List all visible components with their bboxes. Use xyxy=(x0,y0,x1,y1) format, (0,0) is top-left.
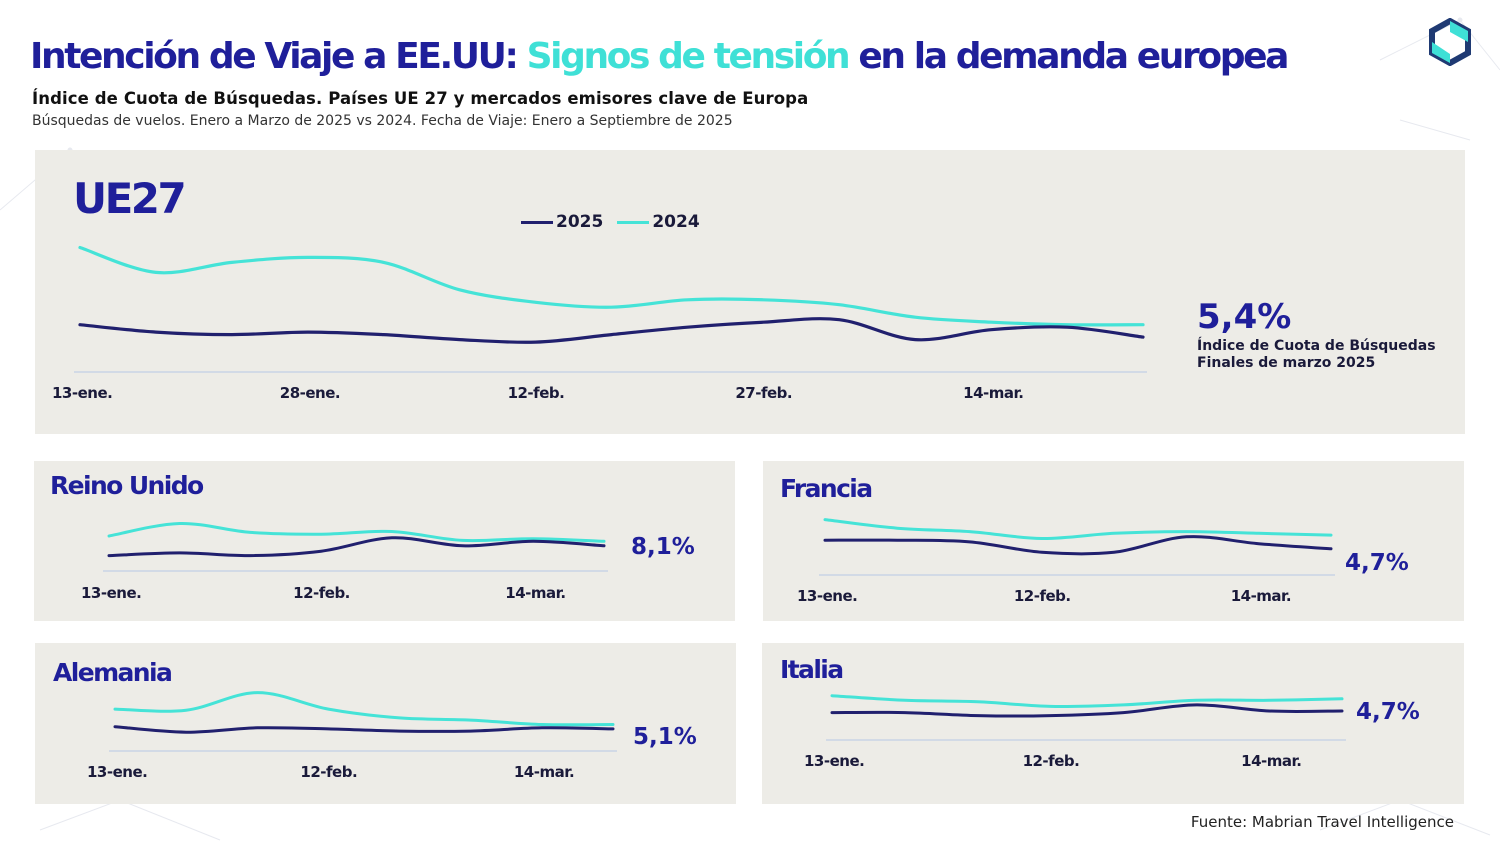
panel-alemania: 13-ene. 12-feb. 14-mar. Alemania 5,1% xyxy=(35,643,736,804)
value-ue27: 5,4% xyxy=(1197,297,1292,337)
title-highlight: Signos de tensión xyxy=(526,36,851,77)
x-tick-label: 12-feb. xyxy=(1014,587,1071,605)
value-note-ue27: Índice de Cuota de Búsquedas Finales de … xyxy=(1197,338,1436,372)
x-tick-label: 14-mar. xyxy=(514,763,574,781)
x-tick-label: 12-feb. xyxy=(508,384,565,402)
series-line-2024 xyxy=(113,691,615,727)
chart-it: 13-ene. 12-feb. 14-mar. xyxy=(804,694,1346,770)
x-tick-label: 14-mar. xyxy=(1231,587,1291,605)
x-tick-label: 13-ene. xyxy=(804,752,864,770)
x-tick-label: 12-feb. xyxy=(1023,752,1080,770)
x-tick-label: 12-feb. xyxy=(300,763,357,781)
series-line-2025 xyxy=(107,536,606,558)
value-note-line2: Finales de marzo 2025 xyxy=(1197,355,1376,371)
value-note-line1: Índice de Cuota de Búsquedas xyxy=(1197,338,1436,354)
page-title: Intención de Viaje a EE.UU: Signos de te… xyxy=(30,32,1289,82)
x-tick-label: 13-ene. xyxy=(87,763,147,781)
x-tick-label: 14-mar. xyxy=(1241,752,1301,770)
value-alemania: 5,1% xyxy=(633,724,697,750)
series-line-2024 xyxy=(830,694,1344,709)
series-line-2024 xyxy=(107,521,606,543)
legend-label-2025: 2025 xyxy=(556,212,604,232)
hexagon-logo-icon xyxy=(1429,18,1471,66)
legend-item-2024: 2024 xyxy=(617,212,700,232)
title-part2: en la demanda europea xyxy=(848,36,1289,77)
panel-title-ue27: UE27 xyxy=(73,174,187,223)
value-italia: 4,7% xyxy=(1356,699,1420,725)
panel-reino-unido: 13-ene. 12-feb. 14-mar. Reino Unido 8,1% xyxy=(34,461,735,621)
legend-swatch-2025 xyxy=(521,220,553,224)
series-line-2024 xyxy=(78,245,1145,327)
x-tick-label: 13-ene. xyxy=(797,587,857,605)
panel-title-reino-unido: Reino Unido xyxy=(50,471,204,500)
panel-ue27: 13-ene. 28-ene. 12-feb. 27-feb. 14-mar. UE27… xyxy=(35,150,1465,434)
title-part1: Intención de Viaje a EE.UU: xyxy=(30,36,527,77)
x-tick-label: 28-ene. xyxy=(280,384,340,402)
chart-uk: 13-ene. 12-feb. 14-mar. xyxy=(81,521,608,602)
chart-ue27: 13-ene. 28-ene. 12-feb. 27-feb. 14-mar. xyxy=(52,245,1147,402)
chart-description: Búsquedas de vuelos. Enero a Marzo de 20… xyxy=(32,113,733,129)
series-line-2025 xyxy=(113,725,615,734)
chart-legend: 2025 2024 xyxy=(521,212,714,232)
value-francia: 4,7% xyxy=(1345,550,1409,576)
source-note: Fuente: Mabrian Travel Intelligence xyxy=(1190,813,1454,831)
chart-fr: 13-ene. 12-feb. 14-mar. xyxy=(797,518,1335,605)
legend-label-2024: 2024 xyxy=(652,212,700,232)
panel-title-italia: Italia xyxy=(780,655,844,684)
panel-francia: 13-ene. 12-feb. 14-mar. Francia 4,7% xyxy=(763,461,1464,621)
value-reino-unido: 8,1% xyxy=(631,534,695,560)
chart-de: 13-ene. 12-feb. 14-mar. xyxy=(87,691,617,781)
x-tick-label: 12-feb. xyxy=(293,584,350,602)
x-tick-label: 14-mar. xyxy=(505,584,565,602)
chart-subtitle: Índice de Cuota de Búsquedas. Países UE … xyxy=(32,89,809,108)
x-tick-label: 13-ene. xyxy=(81,584,141,602)
legend-item-2025: 2025 xyxy=(521,212,603,232)
series-line-2025 xyxy=(830,703,1344,718)
x-tick-label: 14-mar. xyxy=(963,384,1023,402)
x-tick-label: 27-feb. xyxy=(735,384,792,402)
panel-title-francia: Francia xyxy=(780,474,873,503)
x-tick-label: 13-ene. xyxy=(52,384,112,402)
series-line-2025 xyxy=(823,535,1333,556)
panel-italia: 13-ene. 12-feb. 14-mar. Italia 4,7% xyxy=(762,643,1464,804)
panel-title-alemania: Alemania xyxy=(53,658,173,687)
series-line-2024 xyxy=(823,518,1333,541)
series-line-2025 xyxy=(78,317,1145,344)
legend-swatch-2024 xyxy=(617,220,650,224)
